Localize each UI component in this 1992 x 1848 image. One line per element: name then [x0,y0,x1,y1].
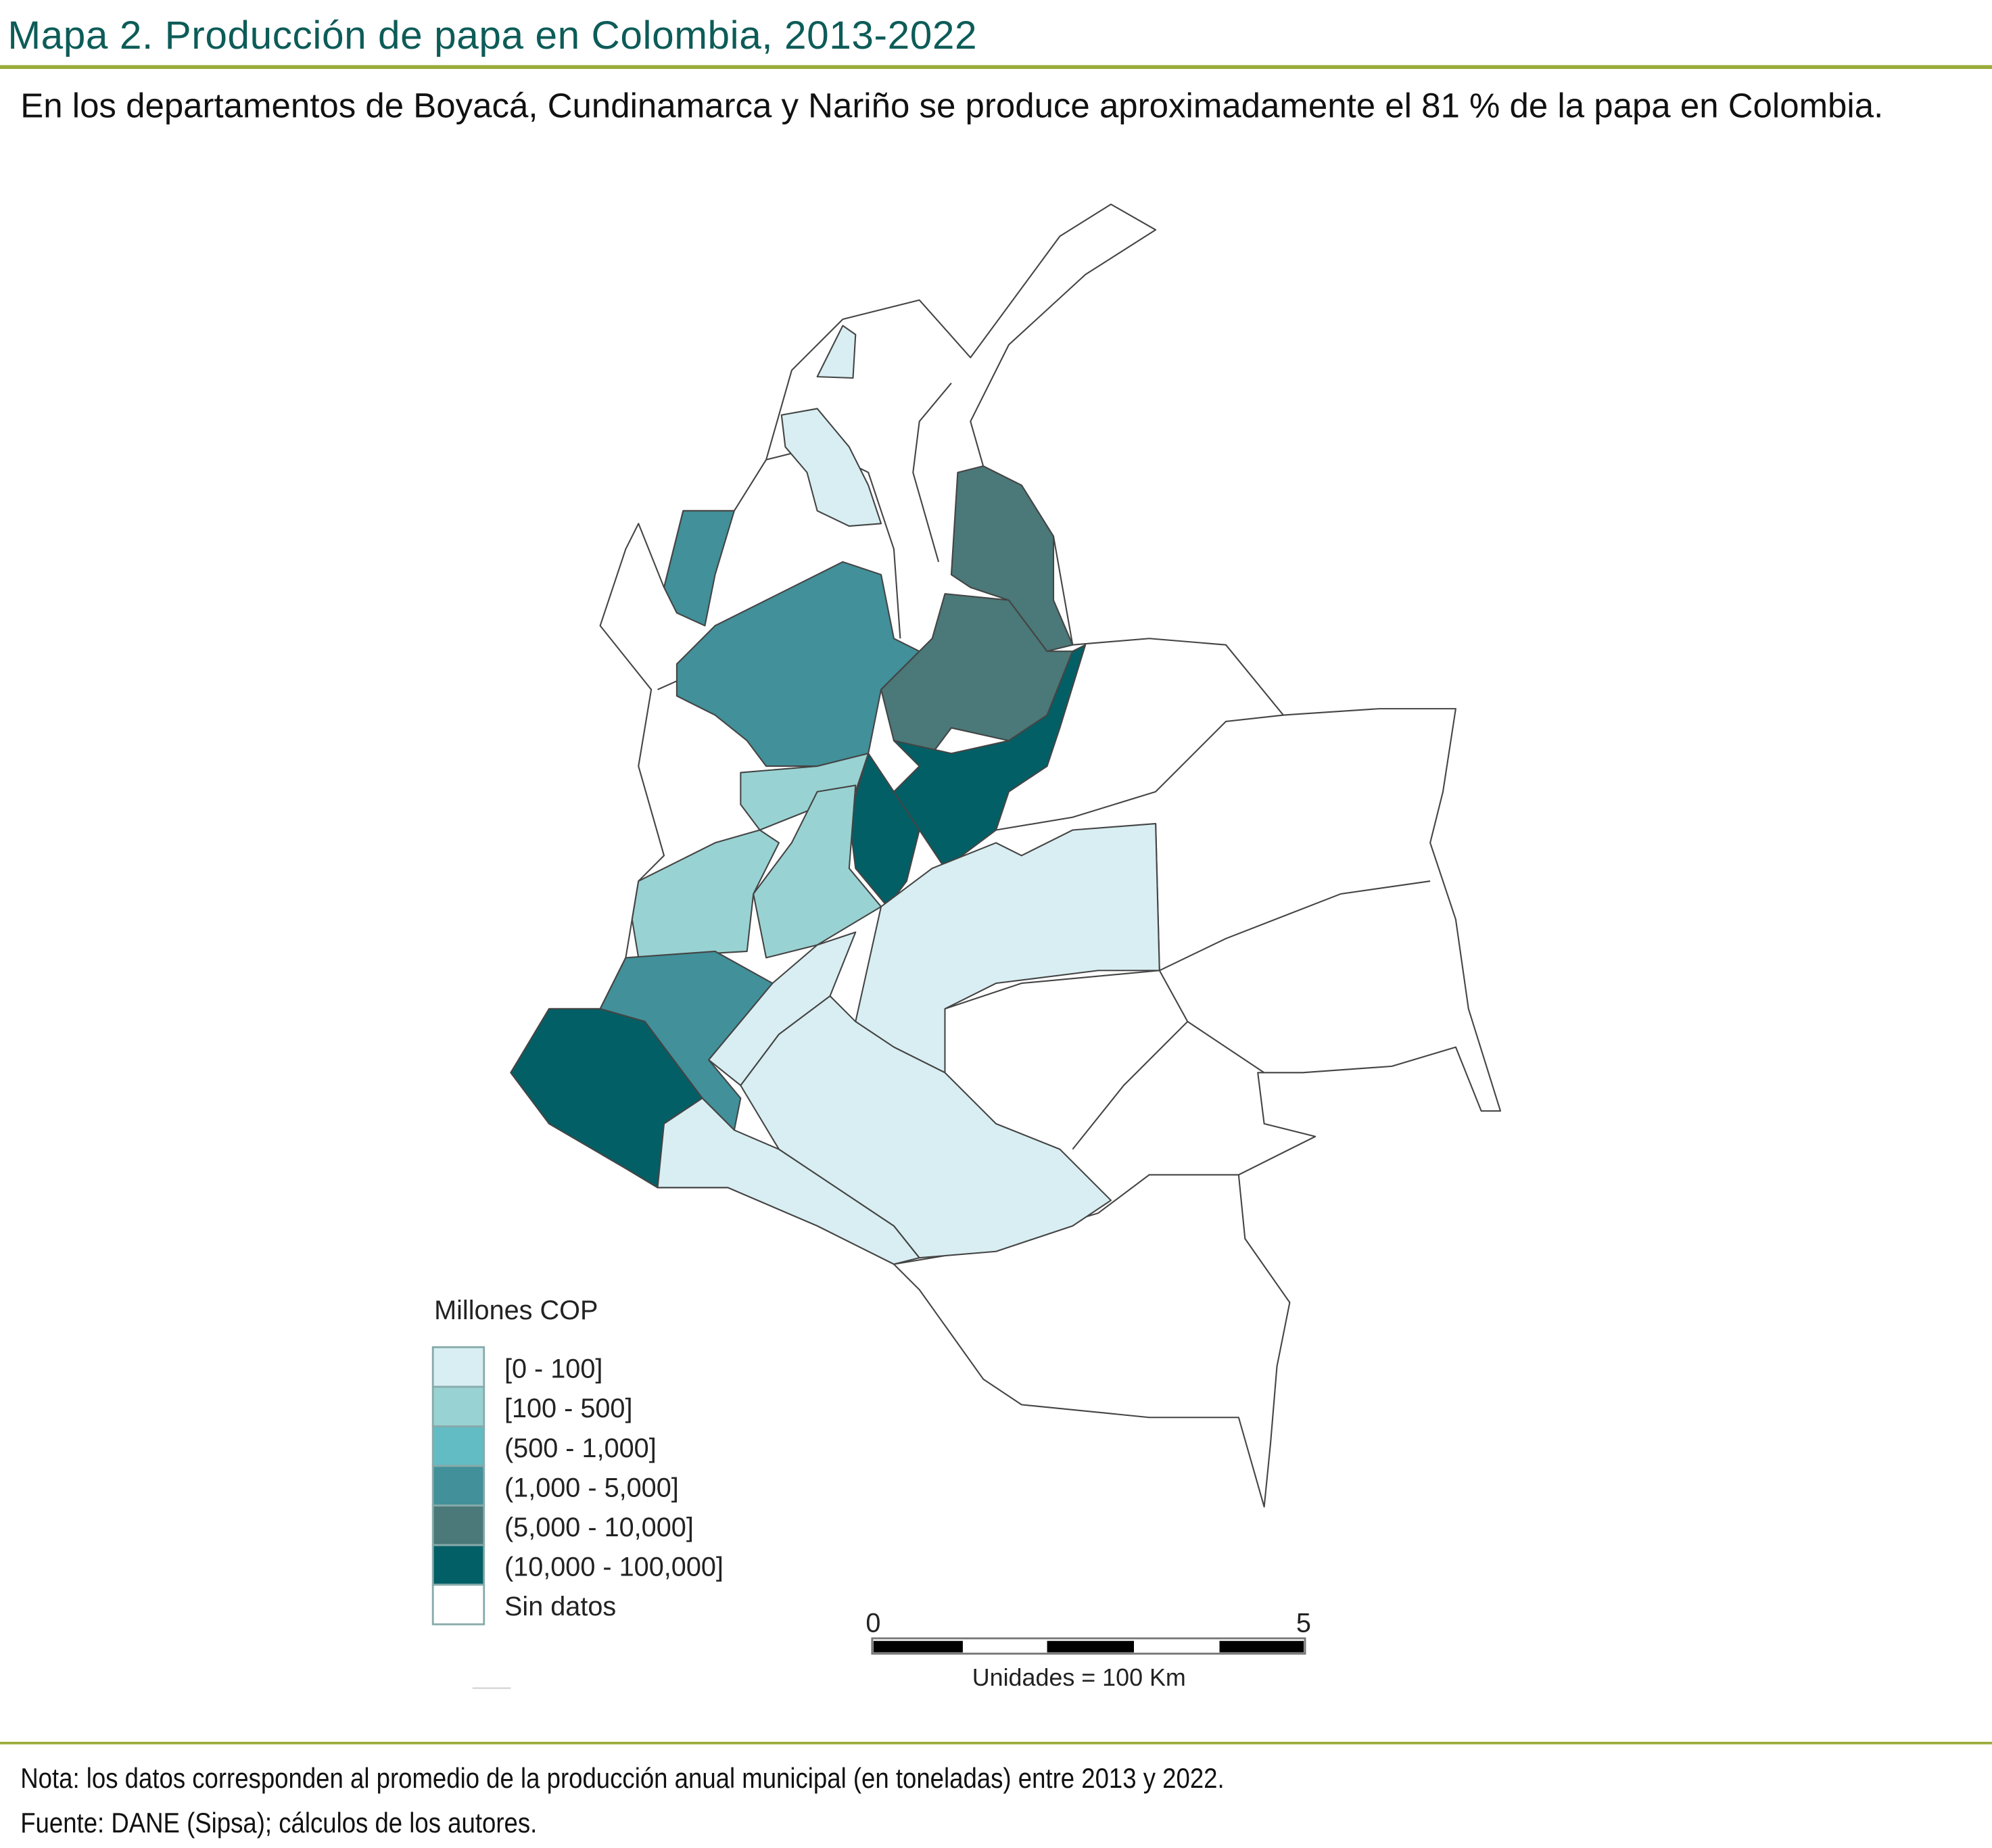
footer-divider [0,1741,1992,1745]
legend-label: [0 - 100] [504,1354,602,1384]
legend-label: (5,000 - 10,000] [504,1513,694,1542]
legend-swatch [431,1584,485,1626]
scale-segment [1219,1640,1304,1653]
legend-swatch [431,1505,485,1546]
footer-source: Fuente: DANE (Sipsa); cálculos de los au… [20,1807,538,1839]
legend: [0 - 100] [100 - 500] (500 - 1,000] (1,000 … [431,1346,724,1626]
legend-title: Millones COP [434,1296,598,1325]
legend-swatch [431,1425,485,1467]
legend-label: (1,000 - 5,000] [504,1473,679,1502]
legend-swatch [431,1465,485,1507]
region-100-500 [631,829,780,959]
border-line [912,382,952,563]
border-line [995,714,1284,831]
region-5000-10000 [950,465,1074,653]
scale-segment [1047,1640,1134,1653]
legend-label: (500 - 1,000] [504,1434,657,1463]
region-1000-5000 [663,510,735,627]
map-subtitle: En los departamentos de Boyacá, Cundinam… [20,87,1884,126]
region-0-100 [740,995,1112,1259]
legend-label: Sin datos [504,1592,616,1621]
region-0-100 [780,408,882,527]
scale-start-label: 0 [865,1609,880,1638]
legend-swatch [431,1385,485,1427]
border-line [1159,880,1431,972]
scale-units-label: Unidades = 100 Km [972,1664,1186,1691]
map-title: Mapa 2. Producción de papa en Colombia, … [7,12,978,57]
border-line [1072,1021,1189,1150]
scale-segment [873,1640,963,1653]
region-0-100 [816,325,857,379]
title-divider [0,65,1992,69]
legend-label: [100 - 500] [504,1394,633,1423]
footer-note: Nota: los datos corresponden al promedio… [20,1762,1225,1795]
scale-bar: 0 5 Unidades = 100 Km [865,1609,1310,1691]
scale-end-label: 5 [1296,1609,1311,1638]
legend-swatch [431,1544,485,1586]
legend-label: (10,000 - 100,000] [504,1552,724,1582]
legend-swatch [431,1346,485,1388]
